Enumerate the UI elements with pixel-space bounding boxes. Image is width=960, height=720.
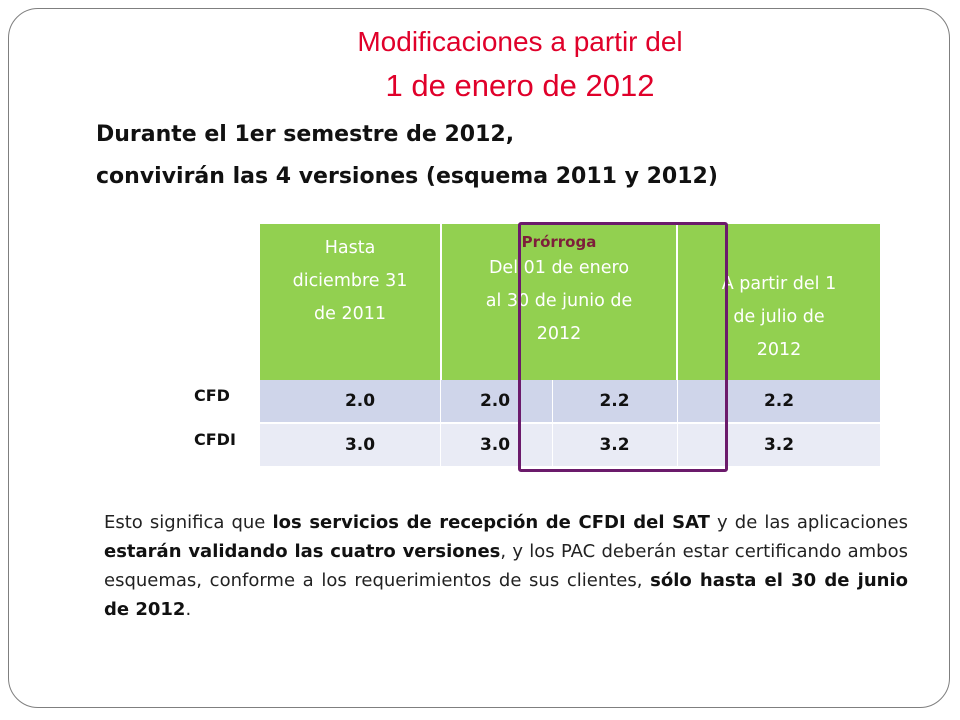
- paragraph-text: y de las aplicaciones: [709, 512, 908, 533]
- table-divider: [677, 380, 678, 468]
- table-cell: 3.0: [344, 435, 376, 455]
- row-label-cfd: CFD: [194, 386, 230, 405]
- paragraph-bold-text: los servicios de recepción de CFDI del S…: [272, 512, 710, 533]
- paragraph-text: .: [185, 599, 192, 620]
- header-text: de julio de: [733, 307, 825, 327]
- explanation-paragraph: Esto significa que los servicios de rece…: [104, 508, 908, 624]
- paragraph-text: Esto significa que: [104, 512, 273, 533]
- header-until-dec-2011: Hasta diciembre 31 de 2011: [260, 224, 440, 380]
- table-cell: 2.2: [599, 391, 630, 411]
- header-text: diciembre 31: [292, 271, 408, 291]
- table-cell: 3.0: [479, 435, 511, 455]
- paragraph-text: , y los PAC deberán estar certificando a…: [104, 541, 908, 591]
- header-text: 2012: [536, 324, 582, 344]
- paragraph-bold-text: estarán validando las cuatro versiones: [104, 541, 501, 562]
- prorroga-highlight-box: [518, 222, 728, 472]
- table-cell: 2.0: [479, 391, 511, 411]
- header-prorroga-period: Prórroga Del 01 de enero al 30 de junio …: [442, 224, 676, 380]
- subtitle-line1: Durante el 1er semestre de 2012,: [96, 122, 515, 147]
- header-text: Del 01 de enero: [488, 258, 630, 278]
- table-cell: 2.0: [344, 391, 376, 411]
- slide-frame: [8, 8, 950, 708]
- header-text: 2012: [756, 340, 802, 360]
- slide-title-line2: 1 de enero de 2012: [385, 68, 655, 103]
- table-divider: [440, 380, 441, 468]
- table-cell: 2.2: [763, 391, 795, 411]
- header-from-july-2012: A partir del 1 de julio de 2012: [678, 224, 880, 380]
- slide-title-line1: Modificaciones a partir del: [357, 26, 683, 57]
- table-cell: 3.2: [599, 435, 630, 455]
- table-row-cfdi: 3.0 3.0 3.2 3.2: [260, 424, 880, 466]
- row-label-cfdi: CFDI: [194, 430, 236, 449]
- subtitle-line2: convivirán las 4 versiones (esquema 2011…: [96, 164, 718, 189]
- header-text: Hasta: [324, 238, 376, 258]
- table-divider: [552, 380, 553, 468]
- paragraph-bold-text: sólo hasta el 30 de junio de 2012: [104, 570, 908, 620]
- header-text: de 2011: [314, 304, 386, 324]
- prorroga-label: Prórroga: [521, 233, 597, 251]
- header-text: A partir del 1: [721, 274, 837, 294]
- header-text: al 30 de junio de: [485, 291, 633, 311]
- table-row-cfd: 2.0 2.0 2.2 2.2: [260, 380, 880, 422]
- table-cell: 3.2: [763, 435, 795, 455]
